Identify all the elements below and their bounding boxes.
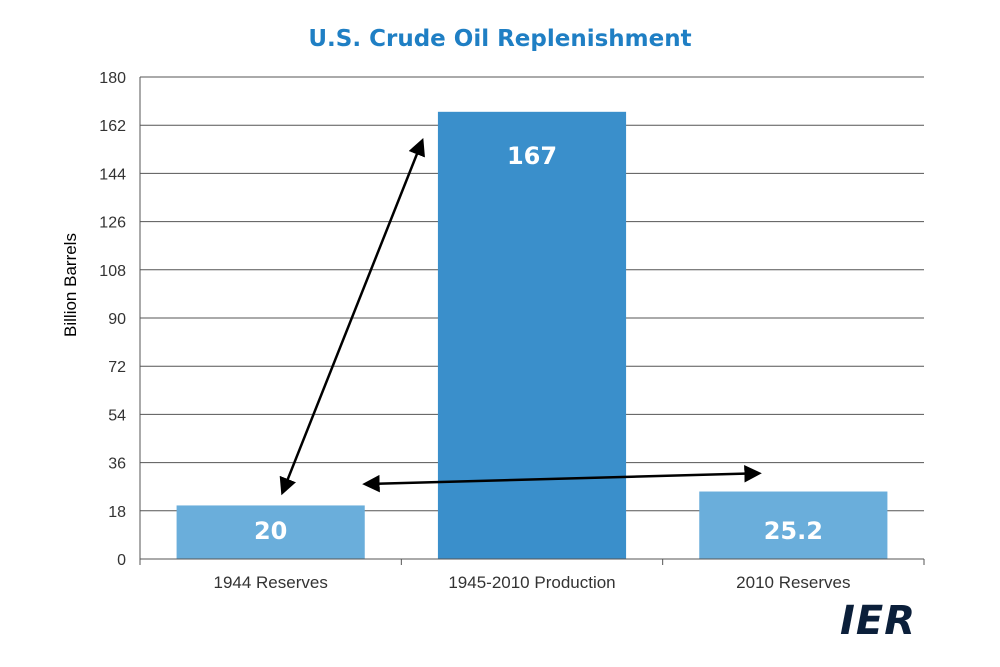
- double-arrow: [362, 464, 762, 493]
- x-category-label: 1944 Reserves: [213, 573, 327, 592]
- bar: [699, 491, 888, 559]
- y-tick-label: 108: [99, 263, 126, 280]
- bar: [437, 111, 627, 560]
- y-tick-label: 72: [108, 359, 126, 376]
- y-tick-label: 126: [99, 215, 126, 232]
- x-category-label: 2010 Reserves: [736, 573, 850, 592]
- chart-title: U.S. Crude Oil Replenishment: [308, 26, 692, 52]
- y-tick-label: 0: [117, 552, 126, 569]
- bar: [176, 505, 365, 559]
- y-tick-label: 36: [108, 456, 126, 473]
- data-label: 25.2: [764, 517, 823, 545]
- data-label: 20: [254, 517, 287, 545]
- y-tick-label: 54: [108, 407, 126, 424]
- y-tick-label: 162: [99, 118, 126, 135]
- annotations: [279, 138, 762, 496]
- axes: 0 18 36 54 72 90 108 126 144 162 180 1944 Reserves 1…: [99, 70, 925, 592]
- y-tick-label: 144: [99, 166, 126, 183]
- data-label: 167: [507, 142, 557, 170]
- x-category-label: 1945-2010 Production: [448, 573, 615, 592]
- ier-logo: IER: [840, 598, 917, 644]
- y-axis-label: Billion Barrels: [61, 233, 80, 337]
- y-tick-label: 180: [99, 70, 126, 87]
- y-tick-label: 90: [108, 311, 126, 328]
- y-tick-label: 18: [108, 504, 126, 521]
- double-arrow: [279, 138, 425, 496]
